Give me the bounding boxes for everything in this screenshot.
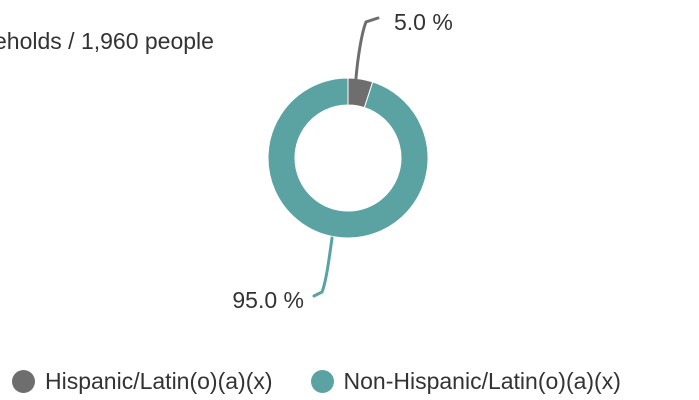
slice-labels: 5.0 % 95.0 %	[232, 9, 452, 313]
legend-item-hispanic[interactable]: Hispanic/Latin(o)(a)(x)	[12, 368, 273, 395]
slice-value-label-1: 95.0 %	[232, 287, 304, 313]
leader-line-1	[312, 236, 334, 298]
leader-line-0	[354, 16, 380, 80]
legend-label-hispanic: Hispanic/Latin(o)(a)(x)	[45, 368, 273, 394]
legend-swatch-hispanic	[12, 370, 35, 393]
slice-value-label-0: 5.0 %	[394, 9, 453, 35]
legend-label-non-hispanic: Non-Hispanic/Latin(o)(a)(x)	[343, 368, 621, 394]
legend-item-non-hispanic[interactable]: Non-Hispanic/Latin(o)(a)(x)	[310, 368, 621, 395]
chart-caption: eholds / 1,960 people	[0, 28, 214, 54]
chart-legend: Hispanic/Latin(o)(a)(x) Non-Hispanic/Lat…	[12, 368, 659, 395]
donut-slices	[267, 77, 429, 239]
donut-slice-1[interactable]	[267, 77, 429, 239]
legend-swatch-non-hispanic	[310, 370, 334, 393]
leader-lines	[312, 16, 380, 298]
donut-chart: 5.0 % 95.0 %	[232, 9, 452, 313]
